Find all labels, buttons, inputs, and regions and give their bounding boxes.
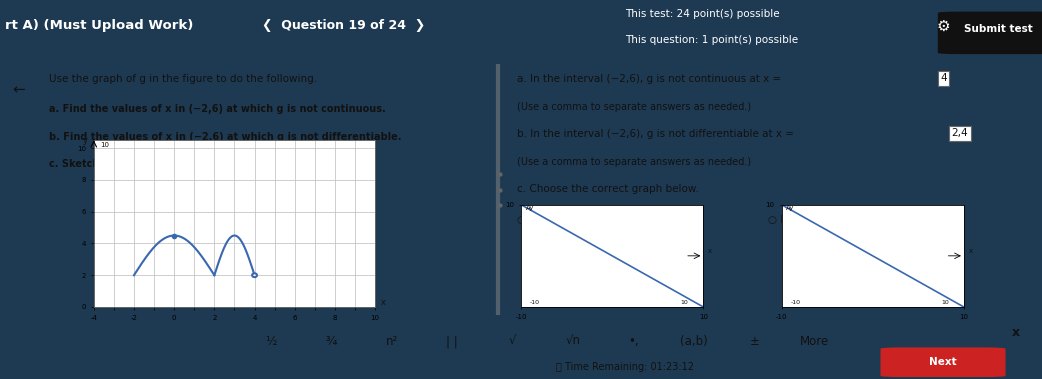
Text: n²: n²	[386, 335, 398, 348]
Text: Ay: Ay	[786, 205, 794, 211]
Text: √n: √n	[566, 335, 580, 348]
Text: -10: -10	[791, 301, 800, 305]
Text: 4: 4	[940, 73, 947, 83]
Text: 10: 10	[941, 301, 949, 305]
Text: x: x	[968, 248, 972, 254]
Text: ⏱ Time Remaining: 01:23:12: ⏱ Time Remaining: 01:23:12	[556, 362, 694, 373]
Text: Use the graph of g in the figure to do the following.: Use the graph of g in the figure to do t…	[50, 74, 318, 85]
Text: (Use a comma to separate answers as needed.): (Use a comma to separate answers as need…	[517, 102, 751, 112]
Text: ○ B.: ○ B.	[768, 215, 791, 224]
Text: ⚙: ⚙	[936, 18, 950, 33]
Text: ¾: ¾	[326, 335, 337, 348]
Text: -10: -10	[530, 301, 540, 305]
Text: ←: ←	[13, 82, 25, 97]
Text: ±: ±	[749, 335, 760, 348]
Text: rt A) (Must Upload Work): rt A) (Must Upload Work)	[5, 19, 194, 32]
Text: •,: •,	[628, 335, 639, 348]
Text: This test: 24 point(s) possible: This test: 24 point(s) possible	[625, 9, 779, 19]
Text: x: x	[381, 298, 387, 307]
Text: | |: | |	[446, 335, 458, 348]
Circle shape	[252, 273, 257, 277]
Text: c. Choose the correct graph below.: c. Choose the correct graph below.	[517, 185, 698, 194]
Text: ❮  Question 19 of 24  ❯: ❮ Question 19 of 24 ❯	[263, 19, 425, 32]
Text: y: y	[82, 136, 88, 146]
Text: b. In the interval (−2,6), g is not differentiable at x =: b. In the interval (−2,6), g is not diff…	[517, 130, 797, 139]
Text: Next: Next	[929, 357, 957, 367]
Text: ○ A.: ○ A.	[517, 215, 540, 224]
Text: 2,4: 2,4	[951, 128, 968, 138]
Text: ½: ½	[266, 335, 276, 348]
Text: More: More	[800, 335, 829, 348]
Text: a. In the interval (−2,6), g is not continuous at x =: a. In the interval (−2,6), g is not cont…	[517, 74, 785, 85]
Text: (Use a comma to separate answers as needed.): (Use a comma to separate answers as need…	[517, 157, 751, 167]
Text: (a,b): (a,b)	[680, 335, 708, 348]
Text: a. Find the values of x in (−2,6) at which g is not continuous.: a. Find the values of x in (−2,6) at whi…	[50, 105, 387, 114]
Text: b. Find the values of x in (−2,6) at which g is not differentiable.: b. Find the values of x in (−2,6) at whi…	[50, 132, 402, 142]
Text: This question: 1 point(s) possible: This question: 1 point(s) possible	[625, 35, 798, 45]
FancyBboxPatch shape	[938, 12, 1042, 54]
Text: x: x	[1012, 326, 1020, 339]
Text: 10: 10	[100, 142, 108, 147]
Text: c. Sketch a graph of g’.: c. Sketch a graph of g’.	[50, 160, 178, 169]
Text: 10: 10	[680, 301, 689, 305]
Text: Submit test: Submit test	[964, 24, 1033, 34]
Text: √: √	[508, 335, 517, 348]
Text: x: x	[708, 248, 712, 254]
Text: Ay: Ay	[525, 205, 534, 211]
FancyBboxPatch shape	[880, 348, 1006, 377]
